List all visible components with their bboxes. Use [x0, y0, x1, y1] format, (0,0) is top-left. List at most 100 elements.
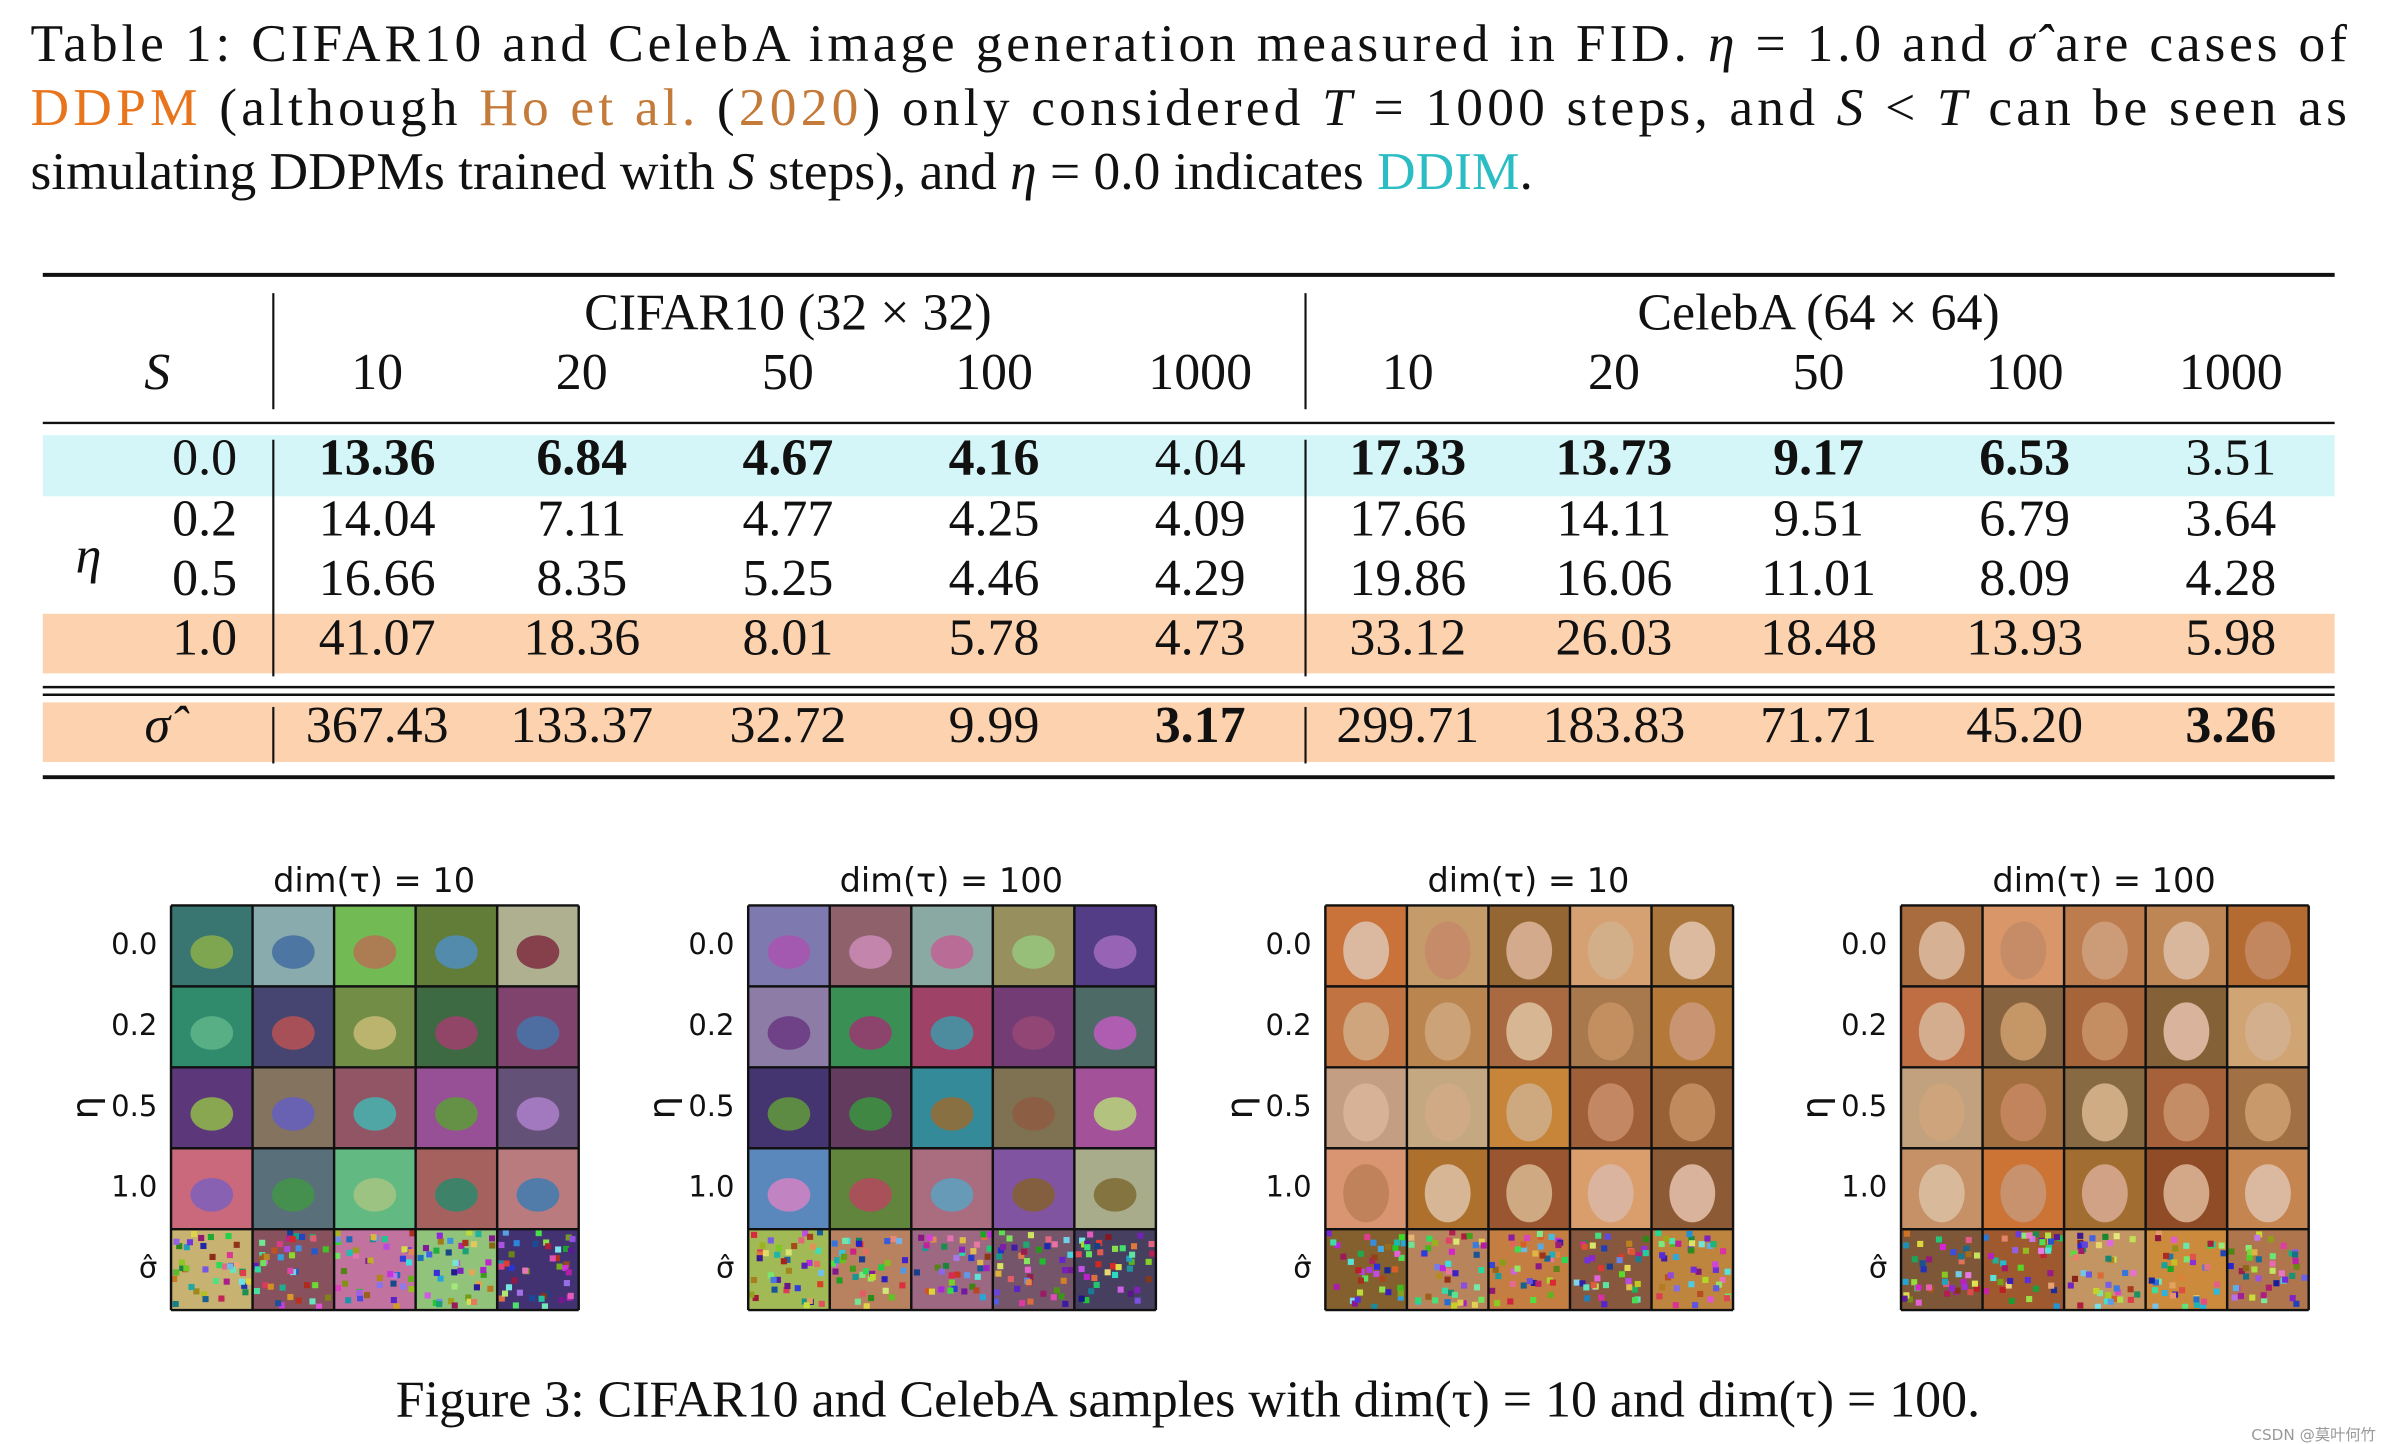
noise-pixel [567, 1247, 574, 1254]
noise-pixel [839, 1249, 846, 1257]
noise-pixel [1384, 1267, 1391, 1274]
noise-pixel [1688, 1236, 1695, 1243]
noise-pixel [1439, 1265, 1446, 1272]
noise-pixel [2089, 1235, 2096, 1242]
noise-pixel [2130, 1269, 2137, 1277]
table-cell: 9.51 [1773, 491, 1864, 548]
noise-pixel [2001, 1265, 2008, 1272]
noise-pixel [2289, 1295, 2296, 1302]
noise-pixel [2026, 1295, 2033, 1303]
noise-pixel [941, 1243, 948, 1250]
table-cell: 11.01 [1761, 550, 1876, 607]
noise-pixel [1935, 1236, 1942, 1243]
noise-pixel [1364, 1234, 1371, 1241]
noise-pixel [995, 1270, 1002, 1277]
noise-pixel [1325, 1230, 1332, 1237]
noise-pixel [259, 1239, 266, 1246]
noise-pixel [2269, 1253, 2276, 1260]
sample-face [2245, 1002, 2291, 1061]
table-cell: 19.86 [1349, 550, 1466, 607]
row-label: 0.5 [111, 1089, 157, 1123]
table-cell: 8.09 [1979, 550, 2070, 607]
noise-pixel [1713, 1285, 1720, 1292]
noise-pixel [198, 1234, 205, 1242]
noise-pixel [242, 1289, 249, 1296]
noise-pixel [1453, 1238, 1460, 1245]
noise-pixel [859, 1290, 866, 1297]
caption-segment: DDPM [31, 77, 198, 137]
noise-pixel [1449, 1229, 1456, 1236]
sample-object [516, 1178, 560, 1212]
noise-pixel [1400, 1240, 1407, 1247]
watermark: CSDN @莫叶何竹 [2251, 1426, 2376, 1444]
noise-pixel [899, 1282, 906, 1289]
noise-pixel [1408, 1234, 1415, 1241]
noise-pixel [2032, 1231, 2039, 1238]
noise-pixel [1555, 1241, 1562, 1249]
sample-face [1506, 1002, 1553, 1061]
noise-pixel [225, 1233, 232, 1240]
noise-pixel [485, 1259, 492, 1266]
noise-pixel [1688, 1247, 1695, 1254]
noise-pixel [884, 1238, 891, 1245]
sample-object [353, 1097, 397, 1131]
noise-pixel [218, 1295, 225, 1302]
noise-pixel [1724, 1295, 1731, 1302]
noise-pixel [1973, 1252, 1981, 1259]
sample-object [849, 1097, 892, 1131]
noise-pixel [2178, 1287, 2186, 1294]
noise-pixel [2053, 1303, 2060, 1310]
table-cell: 4.04 [1155, 430, 1246, 487]
noise-pixel [1078, 1295, 1085, 1302]
noise-pixel [925, 1288, 932, 1295]
noise-pixel [172, 1300, 179, 1308]
noise-pixel [850, 1248, 857, 1255]
noise-pixel [1050, 1294, 1057, 1301]
row-highlight [42, 702, 2335, 762]
noise-pixel [545, 1243, 552, 1250]
noise-pixel [1495, 1273, 1502, 1280]
noise-pixel [376, 1281, 383, 1289]
noise-pixel [298, 1233, 306, 1240]
noise-pixel [2251, 1249, 2258, 1256]
noise-pixel [2269, 1267, 2276, 1274]
noise-pixel [1377, 1245, 1384, 1252]
noise-pixel [2039, 1239, 2046, 1246]
noise-pixel [1601, 1245, 1608, 1252]
noise-pixel [806, 1259, 813, 1267]
noise-pixel [1145, 1258, 1152, 1265]
noise-pixel [2105, 1255, 2112, 1262]
noise-pixel [263, 1253, 270, 1260]
noise-pixel [1051, 1241, 1058, 1248]
noise-pixel [1397, 1290, 1404, 1297]
table-cell: 4.25 [949, 491, 1040, 548]
table-cell: 26.03 [1556, 610, 1673, 667]
row-label: 0.2 [688, 1008, 734, 1042]
noise-pixel [1081, 1241, 1088, 1248]
noise-pixel [363, 1292, 371, 1299]
sample-object [190, 1016, 234, 1050]
noise-pixel [202, 1266, 209, 1273]
sample-object [1012, 1178, 1055, 1212]
noise-pixel [253, 1287, 260, 1295]
noise-pixel [1480, 1242, 1487, 1249]
noise-pixel [171, 1275, 178, 1282]
noise-pixel [934, 1264, 941, 1271]
noise-pixel [1997, 1278, 2004, 1286]
noise-pixel [1535, 1263, 1542, 1270]
noise-pixel [2134, 1291, 2141, 1298]
noise-pixel [791, 1243, 798, 1250]
noise-pixel [785, 1267, 793, 1274]
noise-pixel [370, 1234, 377, 1241]
sample-object [435, 1178, 478, 1212]
noise-pixel [284, 1245, 291, 1253]
noise-pixel [2232, 1285, 2240, 1292]
noise-pixel [1425, 1245, 1432, 1252]
noise-pixel [2249, 1294, 2256, 1301]
noise-pixel [1447, 1289, 1454, 1296]
noise-pixel [841, 1253, 848, 1260]
noise-pixel [756, 1251, 763, 1258]
noise-pixel [1618, 1271, 1626, 1278]
noise-pixel [2022, 1247, 2030, 1254]
